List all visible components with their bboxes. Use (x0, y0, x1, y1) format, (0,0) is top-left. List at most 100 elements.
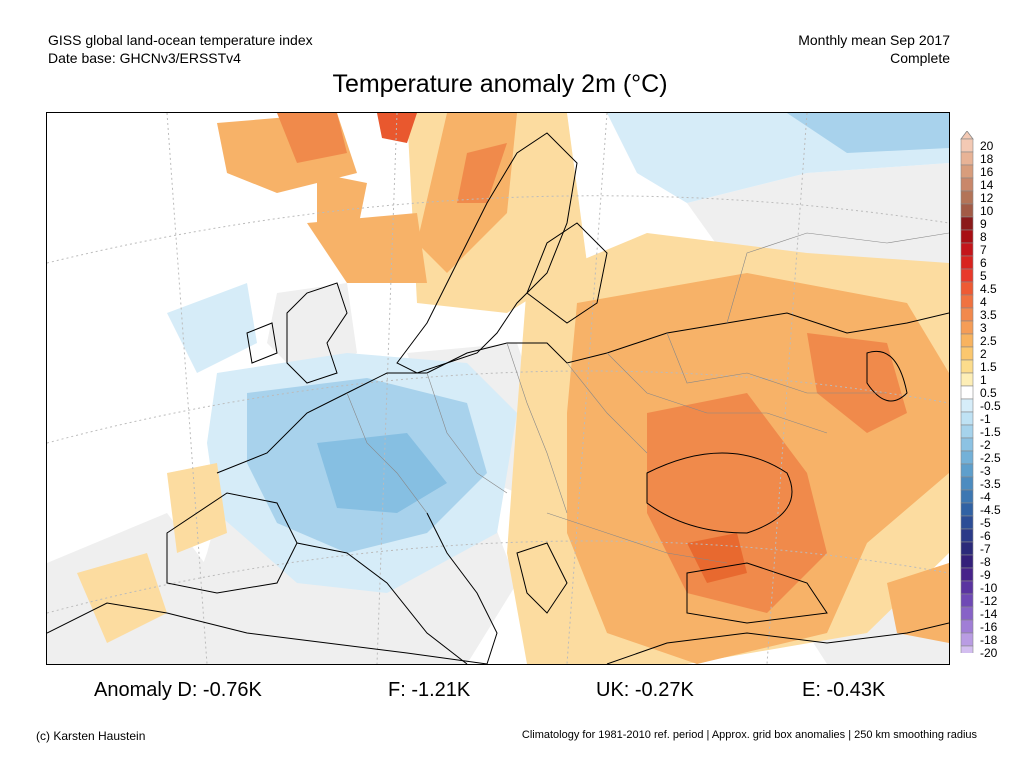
legend-swatch (960, 242, 974, 257)
legend-swatch (960, 307, 974, 322)
legend-swatch (960, 138, 974, 153)
legend-label: -20 (980, 646, 998, 660)
legend-label: 1 (980, 373, 987, 387)
legend-label: -6 (980, 529, 991, 543)
legend-swatch (960, 489, 974, 504)
legend-label: 4 (980, 295, 987, 309)
legend-swatch (960, 320, 974, 335)
anomaly-uk: UK: -0.27K (596, 679, 694, 701)
legend-colorbar (960, 131, 974, 653)
legend-label: -18 (980, 633, 998, 647)
country-borders (346, 232, 949, 564)
legend-swatch (960, 359, 974, 374)
legend-label: -2 (980, 438, 991, 452)
legend-label: 4.5 (980, 282, 997, 296)
legend-label: 14 (980, 178, 994, 192)
legend-swatch (960, 281, 974, 296)
anomaly-france: F: -1.21K (388, 679, 471, 701)
legend-swatch (960, 346, 974, 361)
legend-label: 16 (980, 165, 994, 179)
legend-label: 5 (980, 269, 987, 283)
legend-label: 7 (980, 243, 987, 257)
legend-label: -16 (980, 620, 998, 634)
legend-swatch (960, 294, 974, 309)
legend-label: -4.5 (980, 503, 1001, 517)
legend-swatch (960, 515, 974, 530)
map-title: Temperature anomaly 2m (°C) (332, 70, 668, 98)
map-canvas (47, 113, 949, 664)
legend-label: 9 (980, 217, 987, 231)
legend-label: -1.5 (980, 425, 1001, 439)
legend-label: 2.5 (980, 334, 997, 348)
color-legend: 20 18 16 14 12 10 9 8 7 6 5 4.5 4 3.5 3 2.5 2 1.5 1 0.5 -0.5… (960, 131, 1020, 659)
legend-label: 18 (980, 152, 994, 166)
legend-label: -3 (980, 464, 991, 478)
legend-swatch (960, 554, 974, 569)
legend-label: -7 (980, 542, 991, 556)
legend-arrow-top (960, 131, 974, 140)
period-label: Monthly mean Sep 2017 (798, 32, 950, 48)
legend-label: -2.5 (980, 451, 1001, 465)
legend-label: -9 (980, 568, 991, 582)
legend-swatch (960, 502, 974, 517)
legend-swatch (960, 398, 974, 413)
methodology-note: Climatology for 1981-2010 ref. period | … (521, 729, 977, 741)
legend-label: 8 (980, 230, 987, 244)
legend-label: 20 (980, 139, 994, 153)
legend-label: -0.5 (980, 399, 1001, 413)
legend-label: -14 (980, 607, 998, 621)
legend-swatch (960, 164, 974, 179)
legend-swatch (960, 411, 974, 426)
legend-swatch (960, 372, 974, 387)
legend-label: -10 (980, 581, 998, 595)
legend-swatch (960, 229, 974, 244)
legend-label: 3 (980, 321, 987, 335)
legend-label: -8 (980, 555, 991, 569)
anomaly-spain: E: -0.43K (802, 679, 886, 701)
legend-swatch (960, 580, 974, 595)
legend-swatch (960, 593, 974, 608)
legend-swatch (960, 190, 974, 205)
dataset-info: GISS global land-ocean temperature index… (48, 31, 313, 67)
legend-swatch (960, 437, 974, 452)
legend-swatch (960, 476, 974, 491)
legend-swatch (960, 216, 974, 231)
legend-swatch (960, 385, 974, 400)
legend-label: 10 (980, 204, 994, 218)
legend-swatch (960, 619, 974, 634)
legend-swatch (960, 463, 974, 478)
legend-label: -5 (980, 516, 991, 530)
legend-swatch (960, 333, 974, 348)
legend-label: -3.5 (980, 477, 1001, 491)
dataset-base: Date base: GHCNv3/ERSSTv4 (48, 50, 241, 66)
legend-swatch (960, 450, 974, 465)
completeness-label: Complete (890, 50, 950, 66)
legend-swatch (960, 606, 974, 621)
legend-label: 6 (980, 256, 987, 270)
legend-swatch (960, 567, 974, 582)
warm-anomaly-areas (77, 113, 949, 664)
legend-label: 3.5 (980, 308, 997, 322)
dataset-title: GISS global land-ocean temperature index (48, 32, 313, 48)
legend-swatch (960, 151, 974, 166)
legend-label: -1 (980, 412, 991, 426)
legend-swatch (960, 203, 974, 218)
legend-swatch (960, 645, 974, 653)
period-info: Monthly mean Sep 2017 Complete (798, 31, 950, 67)
legend-swatch (960, 255, 974, 270)
coastlines (47, 132, 949, 664)
legend-swatch (960, 268, 974, 283)
anomaly-map (46, 112, 950, 665)
legend-swatch (960, 632, 974, 647)
legend-label: 2 (980, 347, 987, 361)
legend-swatch (960, 528, 974, 543)
legend-label: -12 (980, 594, 998, 608)
cool-anomaly-areas (167, 113, 949, 593)
legend-label: 12 (980, 191, 994, 205)
legend-swatch (960, 177, 974, 192)
legend-label: 1.5 (980, 360, 997, 374)
legend-swatch (960, 541, 974, 556)
copyright: (c) Karsten Haustein (36, 729, 146, 743)
legend-swatch (960, 424, 974, 439)
legend-label: -4 (980, 490, 991, 504)
